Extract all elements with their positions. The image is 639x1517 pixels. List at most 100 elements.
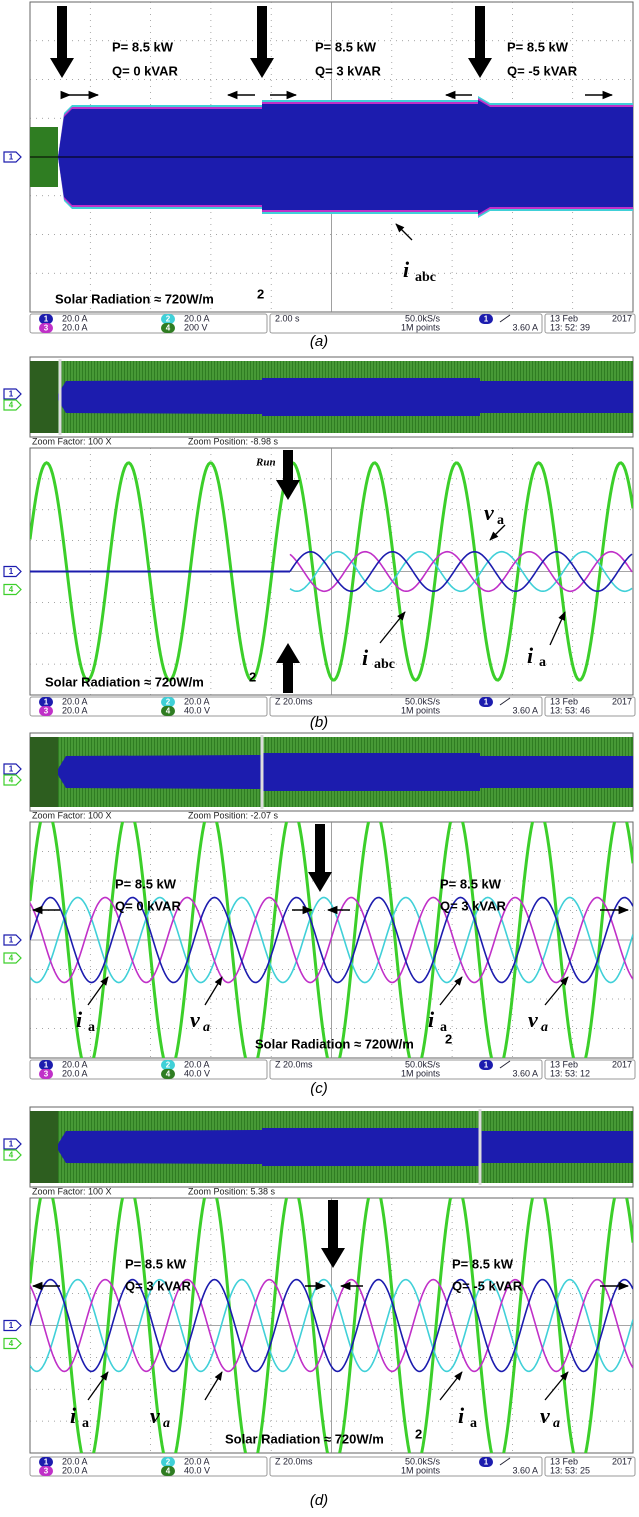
- channel-number: 1: [484, 315, 489, 324]
- channel-marker-label: 4: [9, 1151, 14, 1160]
- zoom-position: Zoom Position: -2.07 s: [188, 810, 279, 820]
- annotation: a: [88, 1020, 95, 1035]
- channel-marker-label: 1: [9, 936, 14, 945]
- annotation: Q= -5 kVAR: [452, 1278, 523, 1293]
- trigger-level: 3.60 A: [512, 322, 538, 332]
- annotation: Q= 3 kVAR: [125, 1278, 191, 1293]
- overview-current: [58, 753, 633, 791]
- zoom-position: Zoom Position: -8.98 s: [188, 436, 279, 446]
- ch4-scale: 40.0 V: [184, 705, 210, 715]
- annotation: abc: [415, 270, 436, 285]
- channel-number: 3: [44, 1467, 49, 1476]
- ch3-scale: 20.0 A: [62, 1068, 88, 1078]
- overview-pre: [30, 1111, 58, 1183]
- channel-marker-label: 1: [9, 1140, 14, 1149]
- time: 13: 52: 39: [550, 322, 590, 332]
- time: 13: 53: 25: [550, 1465, 590, 1475]
- annotation: P= 8.5 kW: [440, 876, 502, 891]
- zoom-position: Zoom Position: 5.38 s: [188, 1186, 276, 1196]
- year: 2017: [612, 1059, 632, 1069]
- overview-current: [58, 1128, 633, 1166]
- annotation: i: [403, 257, 410, 282]
- figure: 1 P= 8.5 kW Q= 0 kVAR P= 8.5 kW Q= 3 kVAR P= …: [0, 0, 639, 1517]
- annotation: P= 8.5 kW: [452, 1256, 514, 1271]
- annotation: Solar Radiation ≈ 720W/m: [55, 291, 214, 306]
- channel-number: 3: [44, 1070, 49, 1079]
- annotation: v: [190, 1007, 200, 1032]
- annotation: P= 8.5 kW: [115, 876, 177, 891]
- channel-number: 3: [44, 324, 49, 333]
- annotation: a: [82, 1416, 89, 1431]
- annotation: a: [541, 1020, 548, 1035]
- trigger-level: 3.60 A: [512, 705, 538, 715]
- panel: 1 4 Zoom Factor: 100 X Zoom Position: 5.38 …: [4, 1107, 635, 1509]
- trigger-level: 3.60 A: [512, 1068, 538, 1078]
- record-length: 1M points: [401, 322, 441, 332]
- annotation: 2: [249, 669, 256, 684]
- channel-number: 1: [44, 315, 49, 324]
- channel-marker-label: 1: [9, 765, 14, 774]
- record-length: 1M points: [401, 1465, 441, 1475]
- zoom-factor: Zoom Factor: 100 X: [32, 1186, 112, 1196]
- annotation: i: [428, 1007, 435, 1032]
- overview-pre: [30, 361, 58, 433]
- annotation: i: [362, 645, 369, 670]
- annotation: P= 8.5 kW: [507, 39, 569, 54]
- channel-marker-label: 4: [9, 401, 14, 410]
- channel-number: 2: [166, 315, 171, 324]
- zoom-factor: Zoom Factor: 100 X: [32, 436, 112, 446]
- channel-number: 4: [166, 324, 171, 333]
- channel-number: 1: [44, 1061, 49, 1070]
- channel-number: 1: [484, 1061, 489, 1070]
- ch4-scale: 40.0 V: [184, 1068, 210, 1078]
- ch4-scale: 40.0 V: [184, 1465, 210, 1475]
- annotation: a: [497, 513, 504, 528]
- annotation: Q= 0 kVAR: [112, 63, 178, 78]
- channel-number: 2: [166, 1061, 171, 1070]
- channel-marker-label: 1: [9, 153, 14, 162]
- annotation: v: [540, 1403, 550, 1428]
- channel-number: 1: [484, 1458, 489, 1467]
- trigger-level: 3.60 A: [512, 1465, 538, 1475]
- channel-marker-label: 4: [9, 776, 14, 785]
- annotation: 2: [257, 286, 264, 301]
- timebase: Z 20.0ms: [275, 696, 313, 706]
- channel-number: 1: [44, 698, 49, 707]
- channel-marker-label: 1: [9, 1321, 14, 1330]
- ch4-scale: 200 V: [184, 322, 208, 332]
- annotation: v: [528, 1007, 538, 1032]
- annotation: Q= 3 kVAR: [440, 898, 506, 913]
- annotation: Solar Radiation ≈ 720W/m: [225, 1431, 384, 1446]
- channel-number: 1: [484, 698, 489, 707]
- annotation: a: [203, 1020, 210, 1035]
- channel-marker-label: 4: [9, 1339, 14, 1348]
- annotation: Solar Radiation ≈ 720W/m: [255, 1036, 414, 1051]
- annotation: Solar Radiation ≈ 720W/m: [45, 674, 204, 689]
- caption: (d): [310, 1492, 328, 1509]
- annotation: i: [458, 1403, 465, 1428]
- year: 2017: [612, 1456, 632, 1466]
- overview-pre: [30, 737, 58, 807]
- channel-marker-label: 1: [9, 567, 14, 576]
- ch3-scale: 20.0 A: [62, 322, 88, 332]
- ch3-scale: 20.0 A: [62, 705, 88, 715]
- annotation: 2: [415, 1426, 422, 1441]
- channel-marker-label: 4: [9, 585, 14, 594]
- annotation: a: [163, 1416, 170, 1431]
- annotation: v: [150, 1403, 160, 1428]
- annotation: a: [470, 1416, 477, 1431]
- channel-marker-label: 4: [9, 954, 14, 963]
- annotation: a: [553, 1416, 560, 1431]
- ch3-scale: 20.0 A: [62, 1465, 88, 1475]
- channel-number: 4: [166, 1070, 171, 1079]
- time: 13: 53: 12: [550, 1068, 590, 1078]
- waveforms: [30, 96, 633, 218]
- channel-number: 2: [166, 1458, 171, 1467]
- channel-number: 1: [44, 1458, 49, 1467]
- zoom-factor: Zoom Factor: 100 X: [32, 810, 112, 820]
- annotation: Q= 3 kVAR: [315, 63, 381, 78]
- channel-marker-label: 1: [9, 390, 14, 399]
- annotation: abc: [374, 657, 395, 672]
- channel-number: 4: [166, 1467, 171, 1476]
